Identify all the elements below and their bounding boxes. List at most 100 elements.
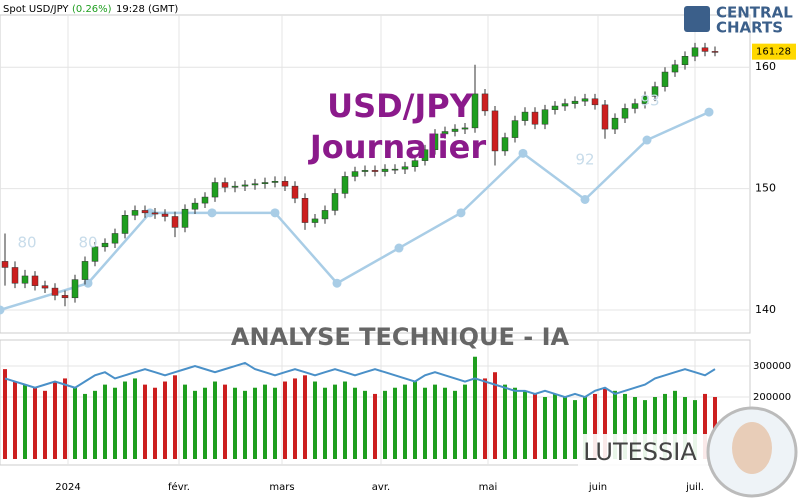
overlay-point — [0, 305, 5, 315]
volume-bar — [333, 384, 337, 459]
volume-bar — [643, 400, 647, 459]
candle-body — [391, 168, 399, 171]
volume-bar — [293, 378, 297, 459]
volume-bar — [223, 384, 227, 459]
volume-bar — [653, 397, 657, 459]
candle-body — [111, 233, 119, 244]
volume-bar — [363, 390, 367, 459]
volume-bar — [613, 390, 617, 459]
volume-bar — [483, 378, 487, 459]
candle-body — [161, 213, 169, 217]
volume-bar — [393, 387, 397, 459]
candle-body — [671, 64, 679, 73]
author-box — [578, 434, 708, 470]
overlay-point — [456, 208, 466, 218]
candle-body — [621, 108, 629, 119]
volume-bar — [103, 384, 107, 459]
overlay-point — [394, 243, 404, 253]
candle-body — [631, 103, 639, 109]
volume-bar — [113, 387, 117, 459]
candle-body — [491, 110, 499, 152]
x-tick-label: 2024 — [55, 482, 80, 493]
overlay-point — [642, 135, 652, 145]
candle-body — [321, 210, 329, 220]
volume-bar — [143, 384, 147, 459]
volume-bar — [543, 397, 547, 459]
candle-body — [291, 185, 299, 199]
candle-body — [151, 212, 159, 215]
candle-body — [181, 208, 189, 228]
author: LUTESSIA — [583, 438, 697, 466]
y-tick-label: 140 — [755, 303, 776, 316]
volume-bar — [573, 400, 577, 459]
volume-bar — [73, 387, 77, 459]
candle-body — [311, 218, 319, 223]
candle-body — [221, 182, 229, 188]
candle-body — [501, 137, 509, 152]
overlay-point — [704, 107, 714, 117]
candle-body — [401, 166, 409, 170]
candle-body — [421, 149, 429, 161]
volume-bar — [593, 393, 597, 459]
x-tick-label: juin — [588, 482, 607, 493]
volume-bar — [263, 384, 267, 459]
candle-body — [131, 210, 139, 216]
volume-bar — [183, 384, 187, 459]
volume-bar — [473, 356, 477, 459]
candle-body — [711, 51, 719, 53]
volume-bar — [663, 393, 667, 459]
candle-body — [361, 170, 369, 172]
candle-body — [61, 295, 69, 299]
volume-bar — [703, 393, 707, 459]
volume-bar — [463, 384, 467, 459]
candle-body — [441, 131, 449, 135]
volume-bar — [3, 369, 7, 459]
candle-body — [681, 56, 689, 66]
candle-body — [561, 103, 569, 107]
candle-body — [261, 182, 269, 184]
volume-bar — [163, 381, 167, 459]
volume-bar — [133, 378, 137, 459]
candle-body — [81, 261, 89, 280]
volume-bar — [383, 390, 387, 459]
candle-body — [341, 176, 349, 194]
volume-tick-label: 200000 — [753, 392, 791, 403]
overlay-point — [580, 194, 590, 204]
candle-body — [661, 71, 669, 87]
candle-body — [701, 47, 709, 52]
brand: CENTRAL — [716, 4, 793, 22]
volume-bar — [433, 384, 437, 459]
watermark-title: USD/JPY — [327, 87, 474, 125]
y-tick-label: 160 — [755, 60, 776, 73]
candle-body — [231, 185, 239, 188]
volume-bar — [323, 387, 327, 459]
volume-bar — [13, 381, 17, 459]
candle-body — [481, 93, 489, 112]
volume-bar — [313, 381, 317, 459]
candle-body — [371, 170, 379, 172]
logo-icon — [684, 6, 710, 32]
last-price-tag — [752, 43, 796, 60]
volume-bar — [273, 387, 277, 459]
candle-body — [281, 181, 289, 187]
volume-bar — [423, 387, 427, 459]
candle-body — [1, 261, 9, 268]
candle-body — [531, 111, 539, 125]
y-tick-label: 150 — [755, 182, 776, 195]
volume-bar — [413, 381, 417, 459]
volume-bar — [443, 387, 447, 459]
candle-body — [301, 198, 309, 223]
candle-body — [691, 47, 699, 57]
candle-body — [451, 128, 459, 132]
candle-body — [331, 193, 339, 211]
volume-bar — [233, 387, 237, 459]
volume-bar — [63, 378, 67, 459]
candle-body — [641, 96, 649, 104]
candle-body — [201, 196, 209, 204]
x-tick-label: mars — [269, 482, 294, 493]
volume-bar — [403, 384, 407, 459]
avatar-face — [732, 422, 772, 474]
volume-bar — [343, 381, 347, 459]
candle-body — [51, 287, 59, 296]
volume-bar — [193, 390, 197, 459]
